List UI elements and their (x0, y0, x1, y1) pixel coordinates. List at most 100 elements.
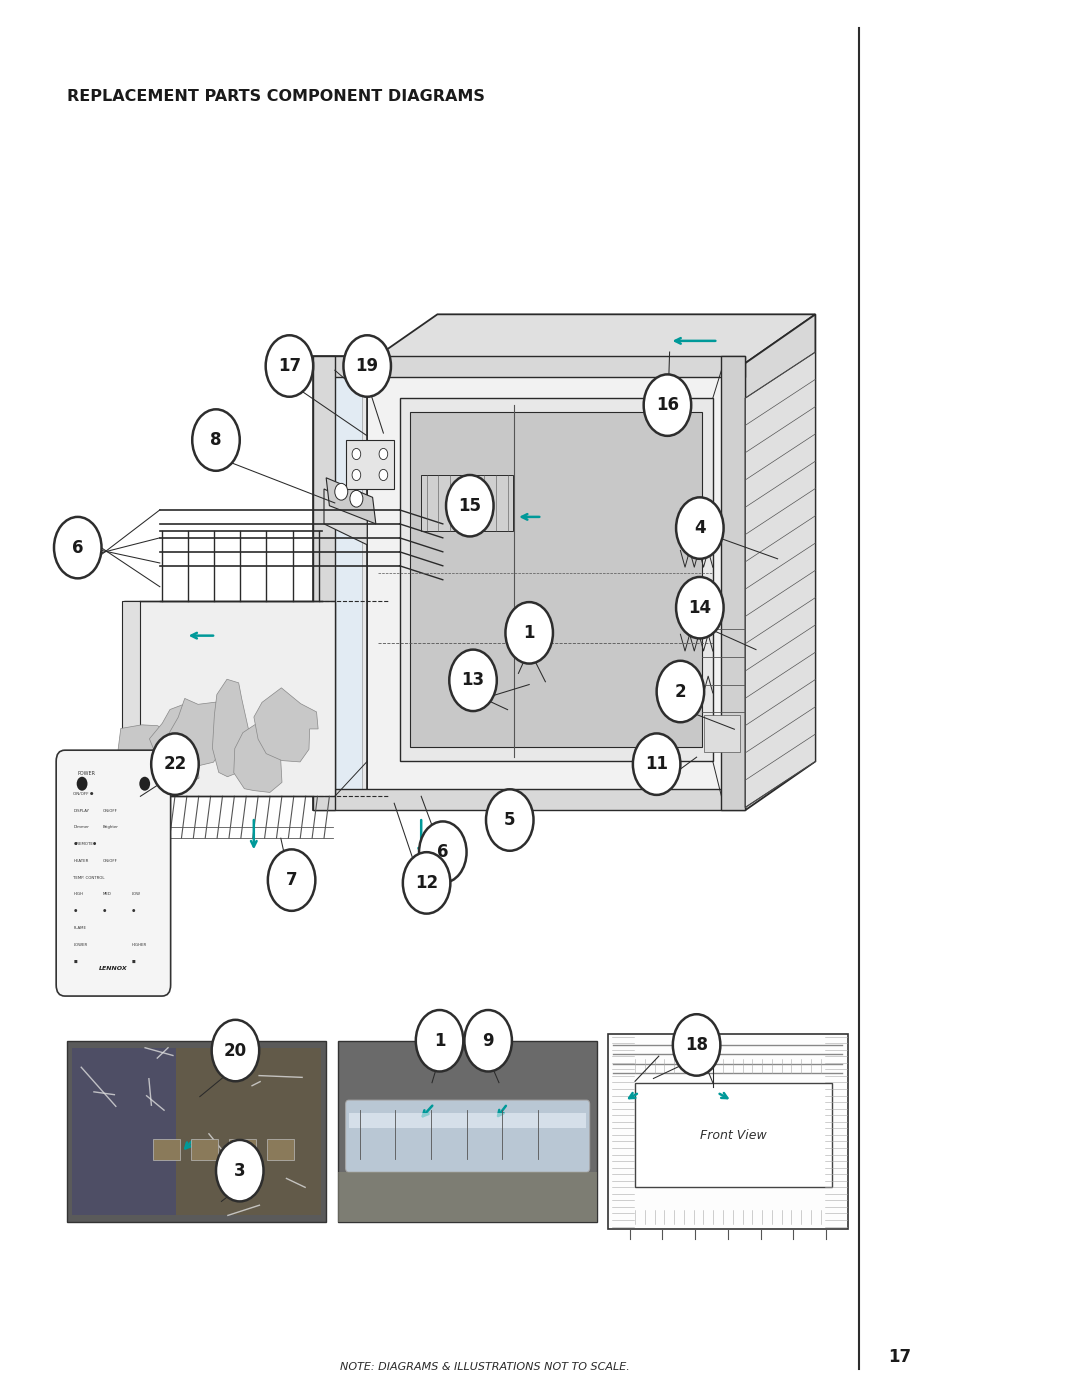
Text: 9: 9 (483, 1032, 494, 1049)
Circle shape (676, 577, 724, 638)
Polygon shape (168, 698, 233, 766)
Polygon shape (367, 363, 745, 810)
Text: NOTE: DIAGRAMS & ILLUSTRATIONS NOT TO SCALE.: NOTE: DIAGRAMS & ILLUSTRATIONS NOT TO SC… (340, 1362, 630, 1372)
Polygon shape (313, 789, 745, 810)
Circle shape (212, 1020, 259, 1081)
Text: ■: ■ (132, 960, 135, 964)
Polygon shape (324, 366, 362, 799)
Circle shape (343, 335, 391, 397)
Circle shape (216, 1140, 264, 1201)
Text: ●: ● (132, 909, 135, 914)
Polygon shape (313, 356, 367, 810)
Text: ON/OFF ●: ON/OFF ● (73, 792, 94, 796)
Circle shape (352, 469, 361, 481)
Circle shape (350, 490, 363, 507)
Polygon shape (233, 719, 286, 792)
Polygon shape (254, 687, 319, 761)
Text: 18: 18 (685, 1037, 708, 1053)
Circle shape (673, 1014, 720, 1076)
FancyBboxPatch shape (338, 1041, 597, 1222)
Text: ■: ■ (73, 960, 77, 964)
Circle shape (657, 661, 704, 722)
Circle shape (505, 602, 553, 664)
Polygon shape (122, 601, 140, 796)
Text: 19: 19 (355, 358, 379, 374)
Text: ON/OFF: ON/OFF (103, 859, 118, 863)
Text: 11: 11 (645, 756, 669, 773)
Circle shape (266, 335, 313, 397)
Circle shape (419, 821, 467, 883)
Polygon shape (410, 412, 702, 747)
Polygon shape (213, 679, 251, 777)
Text: REPLACEMENT PARTS COMPONENT DIAGRAMS: REPLACEMENT PARTS COMPONENT DIAGRAMS (67, 89, 485, 105)
FancyBboxPatch shape (635, 1083, 832, 1187)
Text: 4: 4 (694, 520, 705, 536)
Polygon shape (313, 356, 745, 377)
FancyBboxPatch shape (67, 1041, 326, 1222)
Text: 16: 16 (656, 397, 679, 414)
Circle shape (151, 733, 199, 795)
Text: ●: ● (73, 909, 77, 914)
Text: 14: 14 (688, 599, 712, 616)
Polygon shape (326, 478, 376, 524)
Text: 3: 3 (234, 1162, 245, 1179)
FancyBboxPatch shape (229, 1139, 256, 1160)
Text: TEMP. CONTROL: TEMP. CONTROL (73, 876, 105, 880)
Circle shape (77, 777, 87, 791)
Circle shape (446, 475, 494, 536)
Text: 13: 13 (461, 672, 485, 689)
Text: Brighter: Brighter (103, 826, 119, 830)
Text: Dimmer: Dimmer (73, 826, 90, 830)
Polygon shape (149, 704, 201, 792)
Circle shape (335, 483, 348, 500)
Text: Front View: Front View (700, 1129, 767, 1141)
Text: 6: 6 (72, 539, 83, 556)
Polygon shape (421, 475, 513, 531)
FancyBboxPatch shape (72, 1048, 176, 1215)
Polygon shape (400, 398, 713, 761)
Polygon shape (721, 356, 745, 810)
Text: ●: ● (103, 909, 106, 914)
Text: ●REMOTE●: ●REMOTE● (73, 842, 97, 847)
Text: HIGHER: HIGHER (132, 943, 147, 947)
Text: 1: 1 (434, 1032, 445, 1049)
Text: 8: 8 (211, 432, 221, 448)
Polygon shape (367, 314, 815, 363)
Circle shape (192, 409, 240, 471)
Circle shape (139, 777, 150, 791)
Circle shape (403, 852, 450, 914)
Circle shape (352, 448, 361, 460)
Text: 20: 20 (224, 1042, 247, 1059)
Circle shape (464, 1010, 512, 1071)
Text: LOW: LOW (132, 893, 140, 897)
Polygon shape (118, 725, 183, 813)
Text: 22: 22 (163, 756, 187, 773)
Circle shape (633, 733, 680, 795)
FancyBboxPatch shape (608, 1034, 848, 1229)
Text: 2: 2 (675, 683, 686, 700)
Text: LENNOX: LENNOX (99, 965, 127, 971)
Text: 17: 17 (888, 1348, 910, 1366)
Circle shape (486, 789, 534, 851)
Text: 12: 12 (415, 875, 438, 891)
Polygon shape (704, 715, 740, 752)
Circle shape (416, 1010, 463, 1071)
Polygon shape (346, 440, 394, 489)
Polygon shape (324, 489, 367, 545)
Polygon shape (745, 314, 815, 810)
Circle shape (449, 650, 497, 711)
Polygon shape (124, 601, 335, 796)
Circle shape (644, 374, 691, 436)
FancyBboxPatch shape (153, 1139, 180, 1160)
FancyBboxPatch shape (346, 1101, 590, 1172)
FancyBboxPatch shape (176, 1048, 321, 1215)
Text: 17: 17 (278, 358, 301, 374)
Text: HEATER: HEATER (73, 859, 89, 863)
Circle shape (379, 469, 388, 481)
FancyBboxPatch shape (267, 1139, 294, 1160)
Text: POWER: POWER (78, 771, 96, 777)
Circle shape (676, 497, 724, 559)
Text: DISPLAY: DISPLAY (73, 809, 90, 813)
Polygon shape (313, 356, 335, 810)
Text: 7: 7 (286, 872, 297, 888)
